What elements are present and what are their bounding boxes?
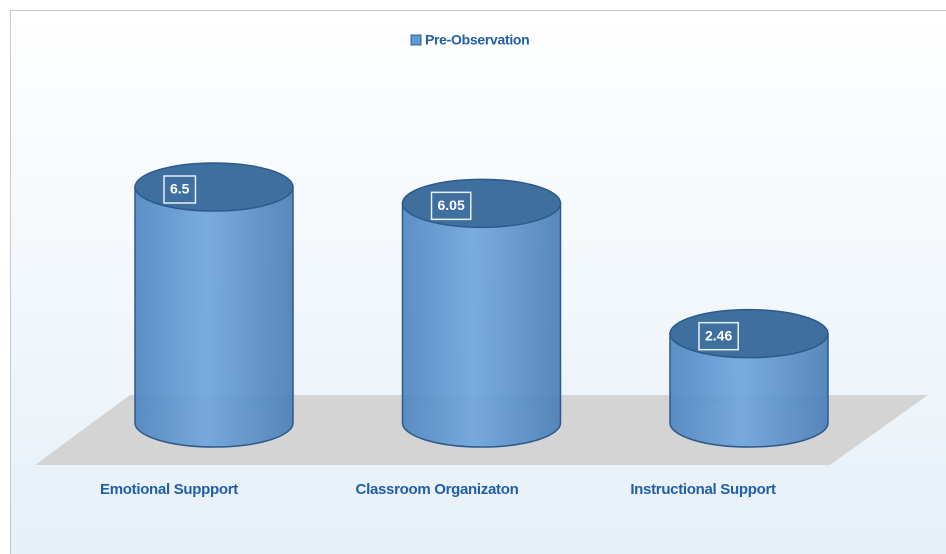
data-label: 6.5: [170, 181, 190, 197]
cylinder: [401, 202, 562, 448]
x-tick-label: Instructional Support: [630, 481, 776, 498]
legend-label: Pre-Observation: [425, 32, 529, 48]
data-label-box: [430, 191, 472, 221]
cylinder: [669, 332, 829, 448]
cylinder-top: [401, 178, 562, 229]
legend-swatch: [410, 34, 422, 46]
data-label-box: [698, 321, 739, 351]
cylinder-top: [669, 308, 829, 359]
cylinder: [134, 186, 294, 448]
plot: 6.5 Emotional Suppport 6.05 Classroom Organ…: [100, 162, 829, 498]
legend: Pre-Observation: [410, 32, 530, 48]
data-label-box: [163, 175, 197, 204]
x-tick-label: Classroom Organizaton: [356, 481, 519, 498]
cylinder-top: [134, 162, 294, 212]
data-label: 6.05: [438, 197, 465, 213]
data-label: 2.46: [705, 327, 732, 343]
x-tick-label: Emotional Suppport: [100, 481, 238, 498]
